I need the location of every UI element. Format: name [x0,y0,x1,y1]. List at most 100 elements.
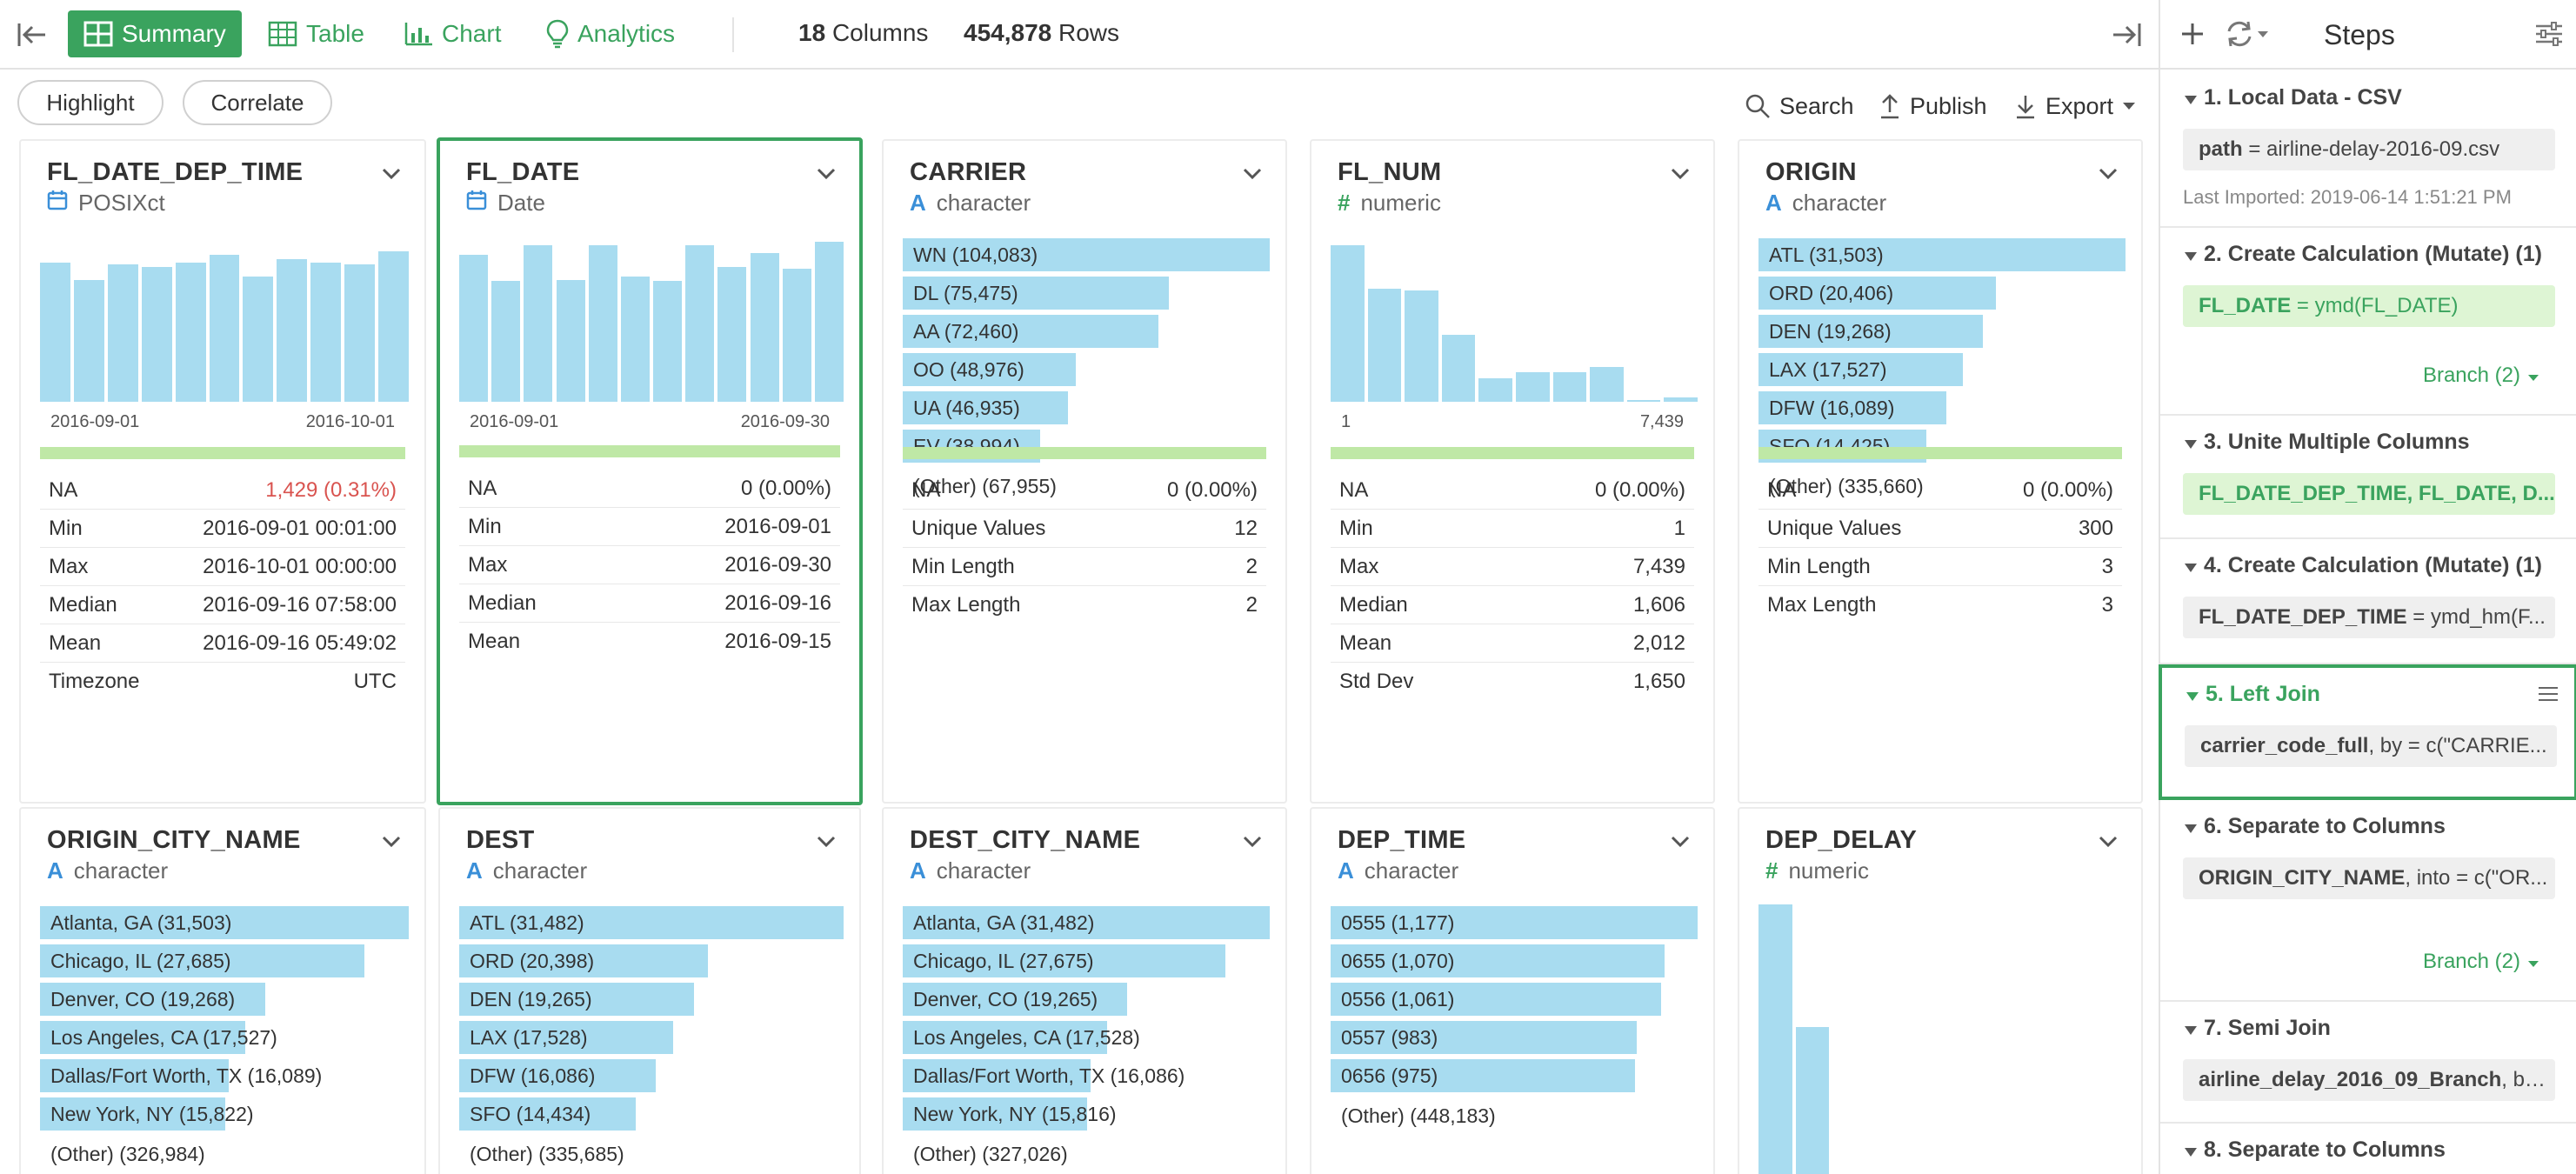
category-bar: Los Angeles, CA (17,527) [40,1021,277,1054]
histogram-bar [107,263,138,402]
stat-value: 0 (0.00%) [740,476,831,500]
chevron-down-icon[interactable] [2098,167,2119,185]
stat-row: Max 7,439 [1331,548,1694,586]
column-card-dep-delay[interactable]: DEP_DELAY # numeric [1738,807,2143,1174]
histogram-bar [1626,400,1661,402]
collapse-right-icon[interactable] [2108,16,2146,54]
category-bar: Chicago, IL (27,685) [40,944,364,977]
caret-down-icon[interactable] [2185,1148,2197,1157]
category-other-label: (Other) (335,660) [1769,475,1924,497]
chevron-down-icon[interactable] [1242,167,1263,185]
step-code[interactable]: ORIGIN_CITY_NAME, into = c("OR... [2183,857,2555,899]
histogram-chart [1331,237,1698,402]
category-bar: Denver, CO (19,268) [40,983,266,1016]
step-code[interactable]: carrier_code_full, by = c("CARRIE... [2185,725,2557,767]
step-code[interactable]: FL_DATE = ymd(FL_DATE) [2183,285,2555,327]
step-item[interactable]: 5. Left Join carrier_code_full, by = c("C… [2159,664,2576,800]
chevron-down-icon[interactable] [816,835,837,853]
category-other-label: (Other) (327,026) [913,1143,1068,1165]
histogram-bar [1758,904,1792,1174]
step-code[interactable]: airline_delay_2016_09_Branch, by ... [2183,1059,2555,1101]
caret-down-icon[interactable] [2185,564,2197,572]
chevron-down-icon[interactable] [1670,167,1691,185]
histogram-bar [717,267,747,402]
step-item[interactable]: 2. Create Calculation (Mutate) (1) FL_DAT… [2160,228,2576,416]
category-bar: DFW (16,086) [459,1059,656,1092]
step-code-rest: = ymd_hm(F... [2406,605,2546,629]
data-quality-bar [903,447,1266,459]
step-code-key: carrier_code_full [2200,734,2369,757]
stat-value: 2016-09-01 [724,514,831,538]
step-item[interactable]: 3. Unite Multiple Columns FL_DATE_DEP_TIM… [2160,416,2576,539]
step-code[interactable]: FL_DATE_DEP_TIME = ymd_hm(F... [2183,597,2555,638]
chevron-down-icon[interactable] [1242,835,1263,853]
tab-table[interactable]: Table [252,10,380,57]
branch-link[interactable]: Branch (2) [2423,950,2539,974]
column-card-fl-date[interactable]: FL_DATE Date 2016-09-01 2016-09-30 NA 0 (0.00… [437,137,863,805]
search-button[interactable]: Search [1745,90,1854,122]
step-item[interactable]: 8. Separate to Columns [2160,1124,2576,1174]
caret-down-icon[interactable] [2185,1026,2197,1035]
settings-sliders-icon[interactable] [2534,21,2564,47]
step-code[interactable]: path = airline-delay-2016-09.csv [2183,129,2555,170]
column-card-fl-num[interactable]: FL_NUM # numeric 1 7,439 NA 0 (0.00%) Min 1 Max 7,… [1310,139,1715,804]
stat-label: Mean [468,630,521,653]
step-item[interactable]: 1. Local Data - CSV path = airline-delay-… [2160,71,2576,228]
plus-icon[interactable] [2179,21,2206,47]
histogram-bar [1795,1026,1830,1174]
histogram-bar [685,245,715,402]
correlate-button[interactable]: Correlate [183,80,332,125]
highlight-button[interactable]: Highlight [17,80,164,125]
step-code[interactable]: FL_DATE_DEP_TIME, FL_DATE, D... [2183,473,2555,515]
category-bar: New York, NY (15,822) [40,1097,254,1131]
collapse-left-icon[interactable] [12,16,50,54]
hamburger-menu-icon[interactable] [2538,685,2559,707]
chevron-down-icon[interactable] [381,835,402,853]
refresh-icon[interactable] [2225,19,2270,49]
caret-down-icon[interactable] [2185,96,2197,104]
stat-row: Max Length 3 [1758,586,2122,624]
column-type: # numeric [1765,857,1869,884]
export-button[interactable]: Export [2014,90,2136,122]
caret-down-icon[interactable] [2185,824,2197,833]
tab-summary[interactable]: Summary [68,10,242,57]
caret-down-icon[interactable] [2185,252,2197,261]
stat-value: 2016-10-01 00:00:00 [203,554,397,578]
category-other-label: (Other) (448,183) [1341,1104,1496,1127]
branch-link[interactable]: Branch (2) [2423,364,2539,388]
publish-button[interactable]: Publish [1879,90,1987,122]
column-type-label: character [492,857,588,884]
tab-analytics[interactable]: Analytics [531,10,691,57]
chevron-down-icon[interactable] [2098,835,2119,853]
stat-label: Unique Values [911,516,1046,540]
step-item[interactable]: 6. Separate to Columns ORIGIN_CITY_NAME, … [2160,800,2576,1002]
tab-chart[interactable]: Chart [388,10,517,57]
caret-down-icon[interactable] [2186,692,2199,701]
category-bar: OO (48,976) [903,353,1076,386]
chevron-down-icon[interactable] [816,167,837,185]
export-label: Export [2045,92,2114,119]
stat-label: Max [468,552,508,577]
chevron-down-icon[interactable] [1670,835,1691,853]
branch-label: Branch (2) [2422,364,2520,387]
category-bar: 0555 (1,177) [1331,906,1698,939]
chevron-down-icon[interactable] [381,167,402,185]
histogram-bar [1367,289,1402,402]
step-item[interactable]: 7. Semi Join airline_delay_2016_09_Branch… [2160,1002,2576,1124]
stat-row: Min 2016-09-01 [459,508,840,546]
stat-row: Median 2016-09-16 [459,584,840,623]
steps-title: Steps [2324,19,2395,50]
data-quality-bar [1331,447,1694,459]
step-item[interactable]: 4. Create Calculation (Mutate) (1) FL_DAT… [2160,539,2576,664]
caret-down-icon[interactable] [2185,440,2197,449]
category-bar: Atlanta, GA (31,482) [903,906,1270,939]
column-card-fl-date-dep-time[interactable]: FL_DATE_DEP_TIME POSIXct 2016-09-01 2016-10… [19,139,426,804]
x-axis-start-label: 2016-09-01 [50,412,140,431]
